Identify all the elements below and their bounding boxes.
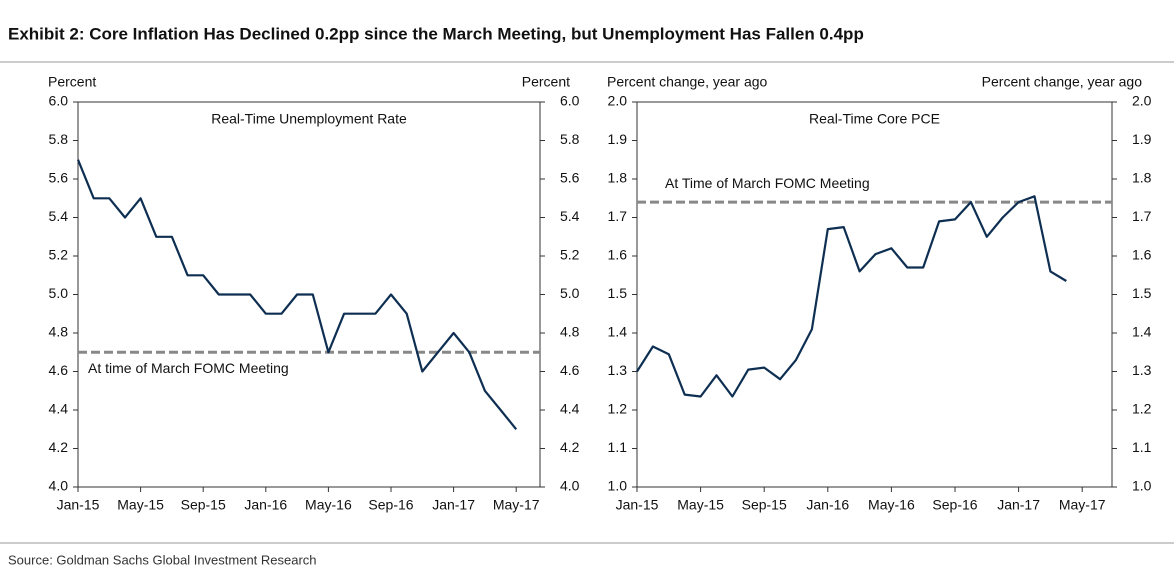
y-tick-label: 1.9: [608, 131, 628, 147]
y2-tick-label: 1.1: [1132, 439, 1152, 455]
x-tick-label: May-17: [493, 497, 540, 513]
y-tick-label: 1.6: [608, 247, 628, 263]
y2-tick-label: 1.8: [1132, 170, 1152, 186]
y-axis-label: Percent change, year ago: [607, 74, 768, 90]
data-line: [636, 195, 1067, 398]
x-tick-label: Sep-15: [181, 497, 226, 513]
x-tick-label: Jan-16: [244, 497, 287, 513]
reference-label: At time of March FOMC Meeting: [88, 360, 289, 376]
x-tick-label: Sep-16: [368, 497, 413, 513]
panel-title: Real-Time Core PCE: [809, 111, 940, 127]
y-tick-label: 1.3: [608, 362, 628, 378]
y2-tick-label: 4.6: [560, 362, 580, 378]
y2-tick-label: 1.5: [1132, 285, 1152, 301]
x-tick-label: Jan-17: [997, 497, 1040, 513]
x-tick-label: Jan-17: [432, 497, 475, 513]
y-tick-label: 5.0: [49, 285, 69, 301]
y-tick-label: 1.8: [608, 170, 628, 186]
x-tick-label: Jan-15: [616, 497, 659, 513]
y-tick-label: 1.5: [608, 285, 628, 301]
y-tick-label: 4.2: [49, 439, 69, 455]
y-tick-label: 4.4: [49, 401, 69, 417]
y2-tick-label: 1.2: [1132, 401, 1152, 417]
x-tick-label: May-17: [1059, 497, 1106, 513]
plot-frame: [636, 101, 1113, 488]
y2-tick-label: 5.6: [560, 170, 580, 186]
y2-tick-label: 1.3: [1132, 362, 1152, 378]
y-tick-label: 4.8: [49, 324, 69, 340]
x-tick-label: May-16: [305, 497, 352, 513]
y2-tick-label: 1.4: [1132, 324, 1152, 340]
y-tick-label: 2.0: [608, 93, 628, 109]
y2-axis-label: Percent change, year ago: [982, 74, 1143, 90]
reference-label: At Time of March FOMC Meeting: [665, 175, 870, 191]
y-tick-label: 1.2: [608, 401, 628, 417]
page-title: Exhibit 2: Core Inflation Has Declined 0…: [8, 24, 864, 43]
y2-tick-label: 4.2: [560, 439, 580, 455]
x-tick-label: Sep-15: [742, 497, 787, 513]
y2-tick-label: 1.6: [1132, 247, 1152, 263]
data-line: [76, 159, 518, 430]
source: Source: Goldman Sachs Global Investment …: [8, 552, 317, 567]
y-tick-label: 4.6: [49, 362, 69, 378]
y-axis-label: Percent: [48, 74, 96, 90]
y2-tick-label: 1.7: [1132, 208, 1152, 224]
y-tick-label: 1.4: [608, 324, 628, 340]
y2-tick-label: 5.8: [560, 131, 580, 147]
y-tick-label: 1.7: [608, 208, 628, 224]
x-tick-label: Jan-15: [57, 497, 100, 513]
x-tick-label: Jan-16: [806, 497, 849, 513]
y2-tick-label: 5.2: [560, 247, 580, 263]
y-tick-label: 5.2: [49, 247, 69, 263]
y2-tick-label: 4.8: [560, 324, 580, 340]
y-tick-label: 4.0: [49, 478, 69, 494]
y2-axis-label: Percent: [522, 74, 570, 90]
x-tick-label: May-15: [117, 497, 164, 513]
y-tick-label: 1.1: [608, 439, 628, 455]
y2-tick-label: 6.0: [560, 93, 580, 109]
x-tick-label: May-15: [677, 497, 724, 513]
x-tick-label: Sep-16: [932, 497, 977, 513]
y2-tick-label: 2.0: [1132, 93, 1152, 109]
y2-tick-label: 4.4: [560, 401, 580, 417]
y-tick-label: 5.6: [49, 170, 69, 186]
y-tick-label: 1.0: [608, 478, 628, 494]
y-tick-label: 6.0: [49, 93, 69, 109]
y2-tick-label: 1.0: [1132, 478, 1152, 494]
y2-tick-label: 1.9: [1132, 131, 1152, 147]
y2-tick-label: 5.4: [560, 208, 580, 224]
y-tick-label: 5.8: [49, 131, 69, 147]
x-tick-label: May-16: [868, 497, 915, 513]
y-tick-label: 5.4: [49, 208, 69, 224]
y2-tick-label: 4.0: [560, 478, 580, 494]
panel-title: Real-Time Unemployment Rate: [211, 111, 407, 127]
y2-tick-label: 5.0: [560, 285, 580, 301]
